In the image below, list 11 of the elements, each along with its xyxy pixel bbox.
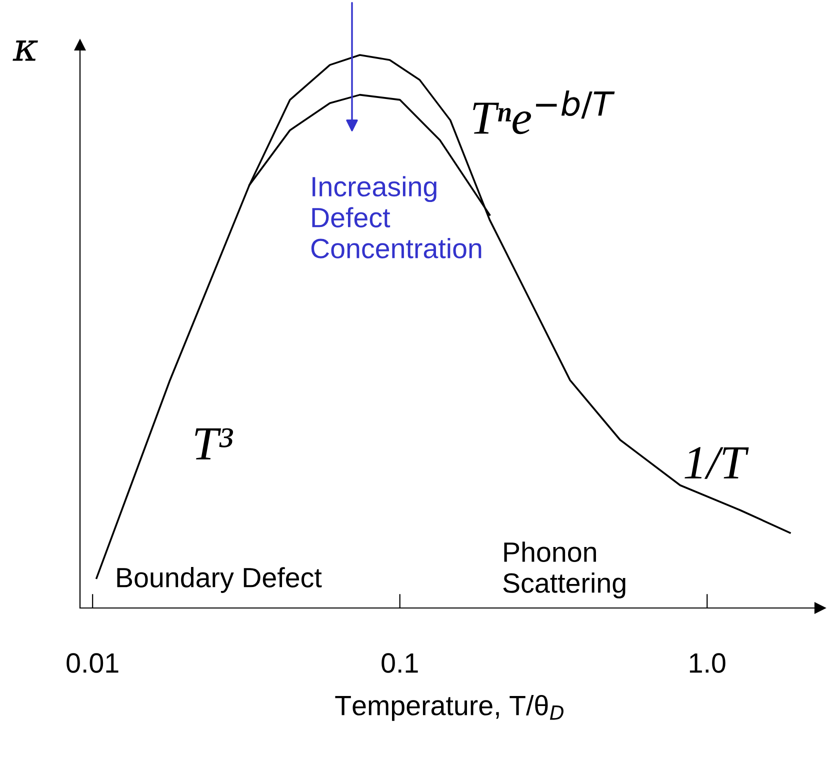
annotation: Boundary Defect — [117, 567, 322, 593]
y-axis-title: κ — [12, 40, 38, 61]
x-tick-label: 1.0 — [690, 653, 726, 673]
annotation: Phonon Scattering — [503, 542, 626, 598]
x-tick-label: 0.1 — [382, 653, 418, 673]
annotation: T³ — [195, 428, 234, 460]
x-tick-label: 0.01 — [66, 653, 118, 673]
annotation: 1/T — [684, 447, 749, 479]
annotation: Tⁿe$^{−b/T}$ — [473, 90, 615, 134]
x-axis-title: Temperature, T/θ$_{D}$ — [335, 695, 564, 721]
annotation: Increasing Defect Concentration — [311, 176, 482, 258]
